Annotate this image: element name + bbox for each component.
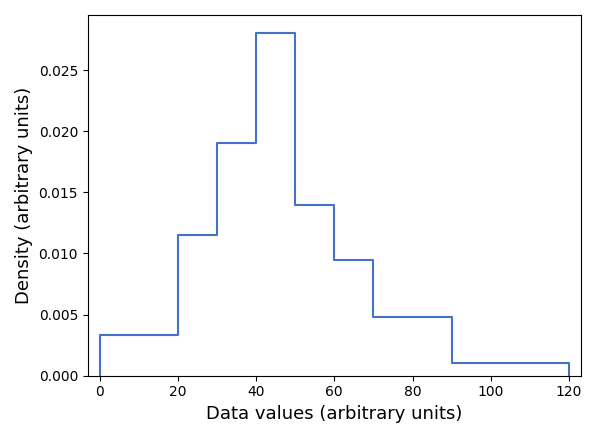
X-axis label: Data values (arbitrary units): Data values (arbitrary units) bbox=[206, 405, 462, 423]
Y-axis label: Density (arbitrary units): Density (arbitrary units) bbox=[15, 87, 33, 304]
